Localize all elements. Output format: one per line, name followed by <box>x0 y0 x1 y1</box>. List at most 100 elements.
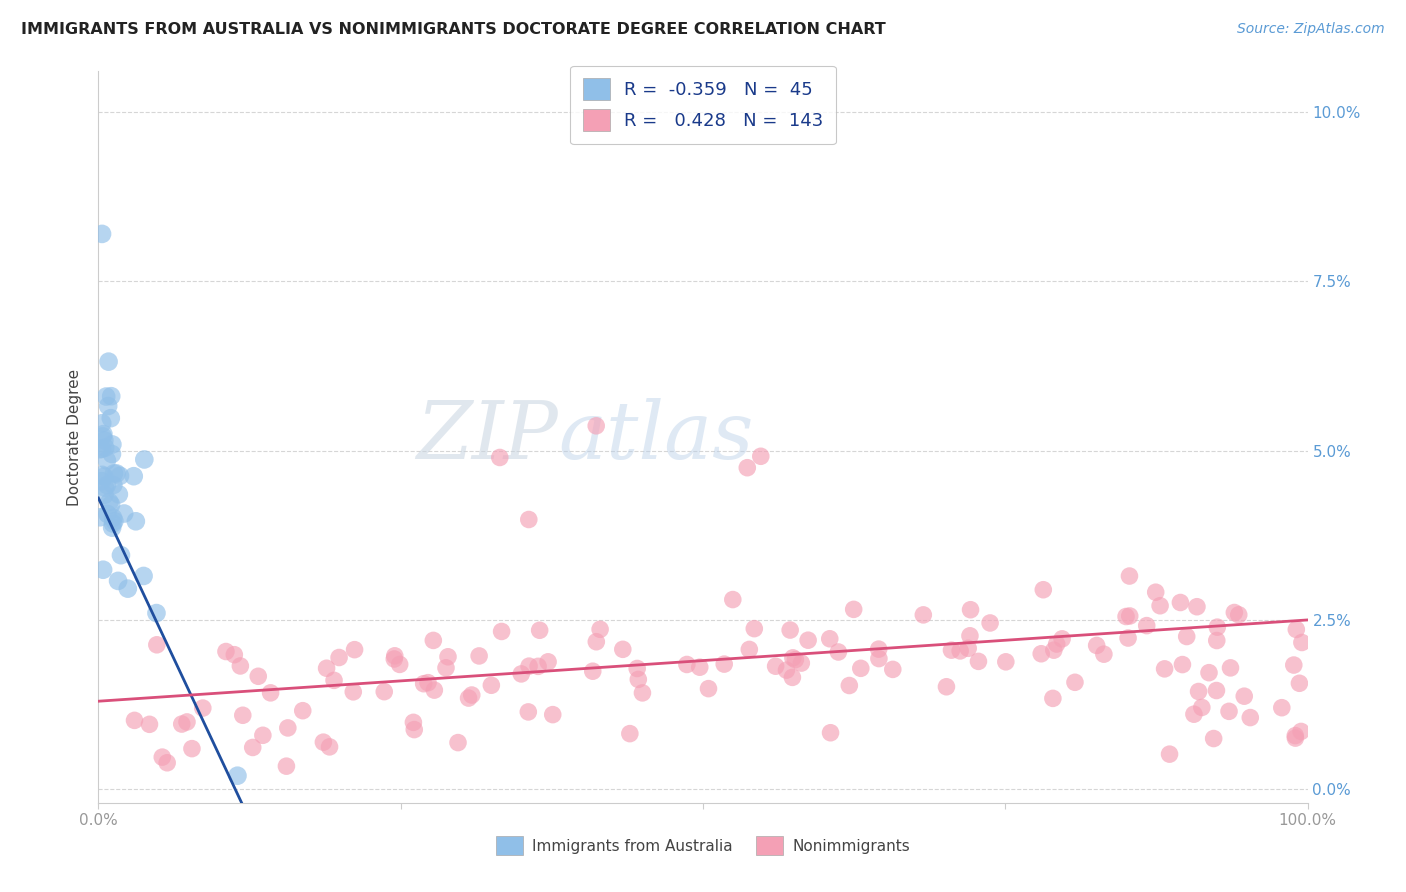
Point <box>447 735 470 749</box>
Point <box>912 607 935 622</box>
Point <box>1064 675 1087 690</box>
Point <box>1288 676 1310 690</box>
Text: Source: ZipAtlas.com: Source: ZipAtlas.com <box>1237 22 1385 37</box>
Point <box>527 659 550 673</box>
Text: atlas: atlas <box>558 399 754 475</box>
Point <box>1239 710 1261 724</box>
Point <box>797 633 820 648</box>
Point <box>627 673 650 687</box>
Point <box>818 632 841 646</box>
Point <box>382 652 405 666</box>
Point <box>457 691 479 706</box>
Point <box>342 685 364 699</box>
Point <box>96 478 118 492</box>
Point <box>94 441 117 455</box>
Point <box>749 450 772 464</box>
Point <box>96 453 118 467</box>
Point <box>124 714 146 728</box>
Point <box>468 648 491 663</box>
Point <box>1218 704 1240 718</box>
Point <box>146 638 169 652</box>
Point <box>1206 620 1229 634</box>
Point <box>89 442 111 457</box>
Point <box>1291 635 1313 649</box>
Point <box>479 678 502 692</box>
Point <box>101 511 124 525</box>
Legend: Immigrants from Australia, Nonimmigrants: Immigrants from Australia, Nonimmigrants <box>489 830 917 861</box>
Point <box>156 756 179 770</box>
Point <box>101 437 124 451</box>
Point <box>631 686 654 700</box>
Point <box>1191 700 1213 714</box>
Point <box>122 469 145 483</box>
Point <box>110 548 132 562</box>
Point <box>589 623 612 637</box>
Point <box>277 721 299 735</box>
Point <box>328 650 350 665</box>
Point <box>1119 609 1142 624</box>
Text: IMMIGRANTS FROM AUSTRALIA VS NONIMMIGRANTS DOCTORATE DEGREE CORRELATION CHART: IMMIGRANTS FROM AUSTRALIA VS NONIMMIGRAN… <box>21 22 886 37</box>
Point <box>252 728 274 742</box>
Point <box>229 659 252 673</box>
Point <box>215 644 238 658</box>
Point <box>1149 599 1171 613</box>
Point <box>291 704 314 718</box>
Point <box>176 714 198 729</box>
Point <box>1144 585 1167 599</box>
Point <box>1085 639 1108 653</box>
Point <box>259 686 281 700</box>
Point <box>782 670 804 684</box>
Point <box>517 659 540 673</box>
Point <box>100 389 122 403</box>
Point <box>779 623 801 637</box>
Point <box>323 673 346 688</box>
Point <box>112 507 135 521</box>
Point <box>97 399 120 413</box>
Point <box>90 474 112 488</box>
Point <box>1219 661 1241 675</box>
Point <box>689 660 711 674</box>
Point <box>676 657 699 672</box>
Point <box>1284 729 1306 743</box>
Point <box>402 715 425 730</box>
Point <box>1043 643 1066 657</box>
Point <box>1050 632 1073 646</box>
Y-axis label: Doctorate Degree: Doctorate Degree <box>67 368 83 506</box>
Point <box>97 354 120 368</box>
Point <box>838 679 860 693</box>
Point <box>868 651 890 665</box>
Point <box>882 662 904 676</box>
Point <box>416 675 439 690</box>
Point <box>101 521 124 535</box>
Point <box>775 663 797 677</box>
Point <box>101 447 124 461</box>
Point <box>108 487 131 501</box>
Point <box>132 569 155 583</box>
Point <box>849 661 872 675</box>
Point <box>827 645 849 659</box>
Point <box>612 642 634 657</box>
Point <box>312 735 335 749</box>
Point <box>150 750 173 764</box>
Point <box>1118 569 1140 583</box>
Point <box>738 642 761 657</box>
Point <box>957 641 980 656</box>
Point <box>782 651 804 665</box>
Point <box>91 227 114 241</box>
Point <box>134 452 156 467</box>
Point <box>1092 647 1115 661</box>
Point <box>1115 609 1137 624</box>
Point <box>105 467 128 481</box>
Point <box>226 769 249 783</box>
Point <box>1223 606 1246 620</box>
Point <box>790 656 813 670</box>
Point <box>1182 707 1205 722</box>
Point <box>941 643 963 657</box>
Point <box>517 705 540 719</box>
Point <box>1227 607 1250 622</box>
Point <box>619 726 641 740</box>
Point <box>935 680 957 694</box>
Point <box>91 429 114 443</box>
Point <box>626 661 648 675</box>
Point <box>721 592 744 607</box>
